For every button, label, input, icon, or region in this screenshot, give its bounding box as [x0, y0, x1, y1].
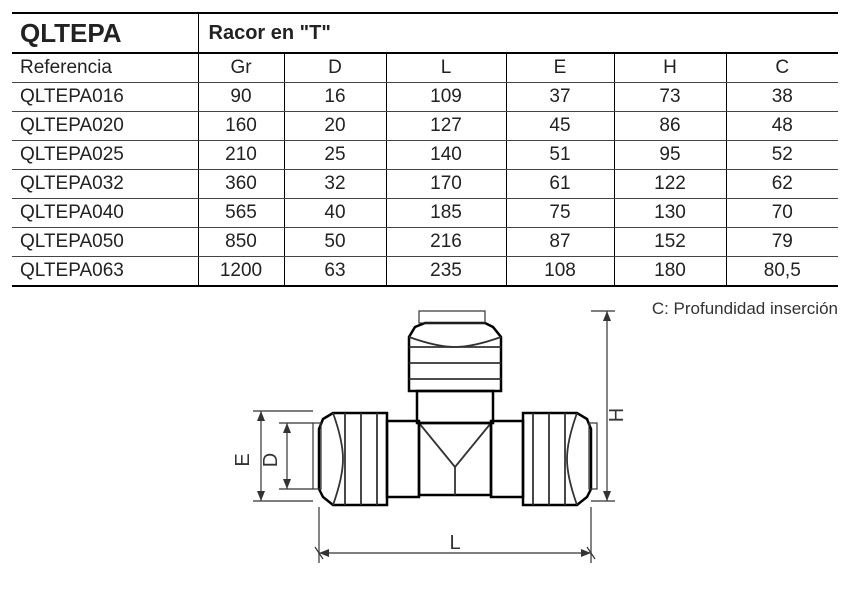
connector-right: [491, 413, 597, 505]
cell-value: 122: [614, 170, 726, 199]
cell-value: 216: [386, 228, 506, 257]
cell-value: 109: [386, 83, 506, 112]
cell-value: 50: [284, 228, 386, 257]
header-row: Referencia Gr D L E H C: [12, 53, 838, 83]
cell-value: 108: [506, 257, 614, 287]
table-row: QLTEPA0169016109377338: [12, 83, 838, 112]
cell-ref: QLTEPA063: [12, 257, 198, 287]
cell-value: 32: [284, 170, 386, 199]
cell-value: 75: [506, 199, 614, 228]
col-c: C: [726, 53, 838, 83]
cell-value: 565: [198, 199, 284, 228]
cell-value: 52: [726, 141, 838, 170]
cell-ref: QLTEPA050: [12, 228, 198, 257]
col-h: H: [614, 53, 726, 83]
connector-top: [409, 311, 501, 423]
table-row: QLTEPA032360321706112262: [12, 170, 838, 199]
cell-value: 38: [726, 83, 838, 112]
cell-ref: QLTEPA020: [12, 112, 198, 141]
cell-ref: QLTEPA040: [12, 199, 198, 228]
dim-d-label: D: [260, 453, 282, 467]
cell-value: 48: [726, 112, 838, 141]
cell-value: 63: [284, 257, 386, 287]
connector-left: [313, 413, 419, 505]
cell-value: 20: [284, 112, 386, 141]
cell-value: 40: [284, 199, 386, 228]
title-row: QLTEPA Racor en "T": [12, 13, 838, 53]
cell-value: 90: [198, 83, 284, 112]
table-row: QLTEPA050850502168715279: [12, 228, 838, 257]
cell-value: 127: [386, 112, 506, 141]
cell-value: 45: [506, 112, 614, 141]
product-desc: Racor en "T": [198, 13, 838, 53]
table-row: QLTEPA040565401857513070: [12, 199, 838, 228]
cell-value: 37: [506, 83, 614, 112]
cell-ref: QLTEPA025: [12, 141, 198, 170]
cell-value: 850: [198, 228, 284, 257]
t-fitting-diagram: H L E: [195, 295, 655, 595]
product-code: QLTEPA: [12, 13, 198, 53]
col-e: E: [506, 53, 614, 83]
cell-value: 25: [284, 141, 386, 170]
cell-ref: QLTEPA032: [12, 170, 198, 199]
cell-value: 360: [198, 170, 284, 199]
dim-l: L: [315, 507, 595, 563]
cell-value: 160: [198, 112, 284, 141]
spec-table: QLTEPA Racor en "T" Referencia Gr D L E …: [12, 12, 838, 287]
cell-value: 79: [726, 228, 838, 257]
cell-value: 87: [506, 228, 614, 257]
table-row: QLTEPA06312006323510818080,5: [12, 257, 838, 287]
table-row: QLTEPA02521025140519552: [12, 141, 838, 170]
table-row: QLTEPA02016020127458648: [12, 112, 838, 141]
cell-value: 95: [614, 141, 726, 170]
cell-ref: QLTEPA016: [12, 83, 198, 112]
col-d: D: [284, 53, 386, 83]
cell-value: 152: [614, 228, 726, 257]
cell-value: 210: [198, 141, 284, 170]
col-gr: Gr: [198, 53, 284, 83]
dim-d: D: [260, 423, 313, 489]
tee-body: [419, 423, 491, 495]
dim-h-label: H: [606, 408, 628, 422]
cell-value: 170: [386, 170, 506, 199]
cell-value: 16: [284, 83, 386, 112]
cell-value: 80,5: [726, 257, 838, 287]
col-l: L: [386, 53, 506, 83]
col-referencia: Referencia: [12, 53, 198, 83]
cell-value: 185: [386, 199, 506, 228]
dim-e-label: E: [232, 453, 254, 466]
cell-value: 70: [726, 199, 838, 228]
cell-value: 1200: [198, 257, 284, 287]
cell-value: 140: [386, 141, 506, 170]
insertion-depth-note: C: Profundidad inserción: [652, 299, 838, 319]
cell-value: 51: [506, 141, 614, 170]
cell-value: 86: [614, 112, 726, 141]
dim-l-label: L: [449, 532, 460, 554]
cell-value: 130: [614, 199, 726, 228]
cell-value: 235: [386, 257, 506, 287]
cell-value: 61: [506, 170, 614, 199]
cell-value: 180: [614, 257, 726, 287]
cell-value: 73: [614, 83, 726, 112]
cell-value: 62: [726, 170, 838, 199]
